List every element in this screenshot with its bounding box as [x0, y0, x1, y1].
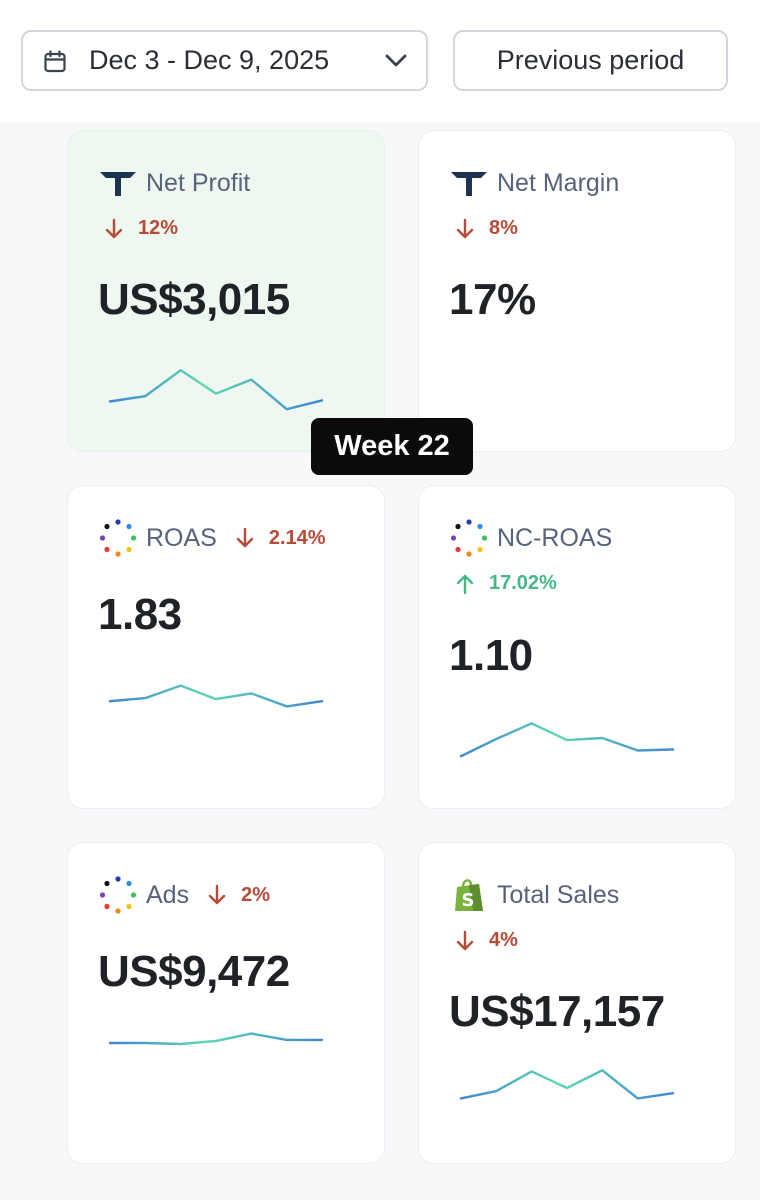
change-indicator: 12%	[104, 217, 178, 240]
metric-card-net-profit[interactable]: Net Profit 12% US$3,015	[67, 130, 385, 452]
metric-card-total-sales[interactable]: S Total Sales 4% US$17,157	[418, 842, 736, 1164]
arrow-down-icon	[236, 527, 254, 548]
sparkline	[108, 368, 324, 411]
sparkline-path	[459, 722, 675, 758]
metric-card-ads[interactable]: Ads 2% US$9,472	[67, 842, 385, 1164]
change-value: 2.14%	[268, 526, 326, 549]
arrow-up-icon	[456, 574, 474, 594]
meta-dots-icon	[99, 519, 137, 557]
sparkline-path	[108, 368, 324, 411]
card-header: Net Profit	[98, 163, 250, 203]
svg-text:S: S	[462, 890, 475, 911]
calendar-icon	[44, 50, 66, 73]
card-header: Ads 2%	[98, 875, 270, 915]
top-bar: Dec 3 - Dec 9, 2025 Previous period	[0, 0, 760, 122]
change-value: 12%	[138, 217, 179, 239]
metric-card-net-margin[interactable]: Net Margin 8% 17%	[418, 130, 736, 452]
metric-value: 1.83	[98, 590, 182, 639]
date-range-label: Dec 3 - Dec 9, 2025	[89, 45, 330, 75]
card-header: Net Margin	[449, 163, 619, 203]
sparkline-path	[108, 684, 324, 708]
sparkline	[459, 1069, 675, 1100]
triple-whale-icon	[100, 172, 136, 196]
card-title: Net Profit	[146, 168, 251, 197]
metric-card-roas[interactable]: ROAS 2.14% 1.83	[67, 485, 385, 809]
card-title: Net Margin	[497, 168, 620, 197]
metric-value: 17%	[449, 275, 536, 324]
shopify-icon: S	[455, 879, 483, 911]
meta-dots-icon	[450, 519, 488, 557]
change-value: 17.02%	[489, 572, 557, 594]
metric-value: US$9,472	[98, 947, 290, 996]
sparkline	[459, 722, 675, 758]
change-value: 4%	[489, 929, 518, 951]
sparkline-path	[459, 1069, 675, 1100]
chevron-down-icon	[385, 54, 407, 67]
change-indicator: 4%	[455, 929, 518, 952]
triple-whale-icon	[451, 172, 487, 196]
card-title: Total Sales	[497, 880, 620, 909]
change-indicator: 2.14%	[235, 527, 326, 550]
arrow-down-icon	[105, 218, 123, 238]
meta-dots-icon	[99, 876, 137, 914]
week-tooltip: Week 22	[311, 418, 473, 475]
change-indicator: 17.02%	[455, 572, 557, 595]
date-range-picker[interactable]: Dec 3 - Dec 9, 2025	[21, 30, 428, 91]
change-value: 8%	[489, 217, 518, 239]
metric-value: 1.10	[449, 631, 533, 680]
sparkline	[108, 1032, 324, 1046]
change-indicator: 2%	[207, 884, 270, 907]
card-header: NC-ROAS	[449, 518, 612, 558]
arrow-down-icon	[208, 884, 226, 905]
arrow-down-icon	[456, 218, 474, 238]
arrow-down-icon	[456, 930, 474, 950]
card-title: Ads	[146, 880, 190, 909]
metric-card-nc-roas[interactable]: NC-ROAS 17.02% 1.10	[418, 485, 736, 809]
sparkline-path	[108, 1032, 324, 1046]
card-header: ROAS 2.14%	[98, 518, 326, 558]
sparkline	[108, 684, 324, 708]
change-value: 2%	[241, 883, 270, 906]
card-header: S Total Sales	[449, 875, 619, 915]
card-title: NC-ROAS	[497, 523, 613, 552]
compare-period-button[interactable]: Previous period	[453, 30, 728, 91]
change-indicator: 8%	[455, 217, 518, 240]
metric-value: US$3,015	[98, 275, 290, 324]
card-title: ROAS	[146, 523, 217, 552]
metric-value: US$17,157	[449, 987, 665, 1036]
